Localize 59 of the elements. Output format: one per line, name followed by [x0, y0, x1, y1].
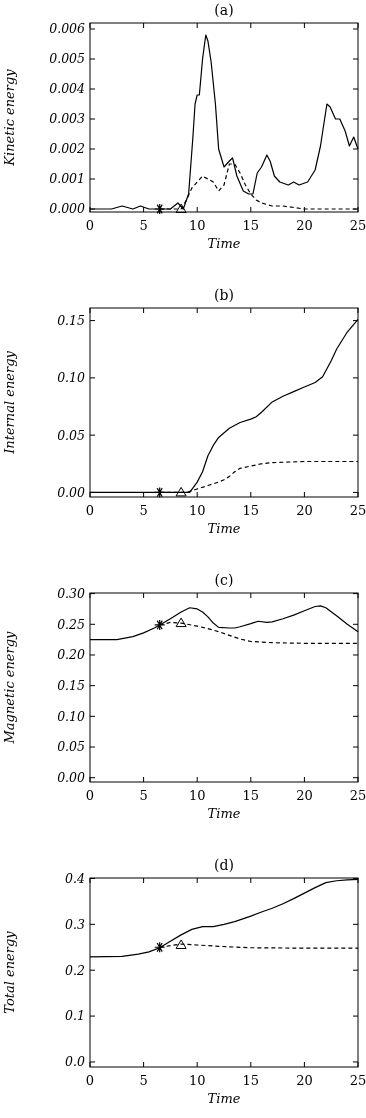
y-tick-label: 0.1 — [65, 1008, 85, 1024]
y-tick-label: 0.15 — [57, 312, 86, 328]
y-tick-label: 0.15 — [57, 678, 86, 694]
x-tick-label: 5 — [139, 788, 148, 803]
y-tick-label: 0.10 — [57, 708, 86, 724]
y-tick-label: 0.30 — [57, 585, 86, 601]
y-tick-label: 0.10 — [57, 370, 86, 386]
y-tick-label: 0.002 — [49, 141, 86, 157]
x-tick-label: 15 — [242, 788, 260, 803]
y-axis-title: Total energy — [2, 930, 17, 1014]
x-axis-title: Time — [207, 806, 241, 821]
x-tick-label: 25 — [349, 218, 366, 233]
y-axis-title: Magnetic energy — [2, 630, 17, 745]
x-tick-label: 5 — [139, 1073, 148, 1088]
y-tick-label: 0.004 — [49, 81, 86, 97]
x-tick-label: 0 — [85, 788, 95, 803]
x-tick-label: 20 — [296, 218, 313, 233]
x-tick-label: 20 — [296, 788, 313, 803]
y-axis-title: Internal energy — [2, 350, 17, 455]
x-tick-label: 10 — [188, 1073, 206, 1088]
x-tick-label: 15 — [242, 218, 260, 233]
x-tick-label: 15 — [242, 1073, 260, 1088]
x-tick-label: 0 — [85, 1073, 95, 1088]
x-tick-label: 0 — [85, 218, 95, 233]
y-tick-label: 0.005 — [49, 51, 86, 67]
x-tick-label: 25 — [349, 788, 366, 803]
x-tick-label: 20 — [296, 503, 313, 518]
chart-title: (c) — [214, 572, 234, 588]
y-tick-label: 0.0 — [65, 1054, 86, 1070]
chart-title: (d) — [214, 857, 234, 873]
x-axis-title: Time — [207, 236, 241, 251]
y-tick-label: 0.00 — [57, 484, 86, 500]
y-tick-label: 0.3 — [65, 916, 86, 932]
y-tick-label: 0.2 — [65, 962, 86, 978]
x-tick-label: 10 — [188, 218, 206, 233]
y-tick-label: 0.4 — [65, 870, 86, 886]
y-tick-label: 0.001 — [49, 171, 85, 187]
y-tick-label: 0.05 — [57, 739, 86, 755]
y-tick-label: 0.000 — [49, 201, 86, 217]
chart-title: (a) — [214, 2, 234, 18]
y-tick-label: 0.20 — [57, 647, 86, 663]
y-tick-label: 0.003 — [49, 111, 86, 127]
x-tick-label: 0 — [85, 503, 95, 518]
x-tick-label: 10 — [188, 503, 206, 518]
y-tick-label: 0.25 — [57, 616, 86, 632]
x-tick-label: 15 — [242, 503, 260, 518]
y-tick-label: 0.05 — [57, 427, 86, 443]
x-tick-label: 20 — [296, 1073, 313, 1088]
x-axis-title: Time — [207, 521, 241, 536]
x-axis-title: Time — [207, 1091, 241, 1106]
x-tick-label: 5 — [139, 503, 148, 518]
y-tick-label: 0.006 — [49, 21, 86, 37]
y-axis-title: Kinetic energy — [2, 68, 17, 167]
x-tick-label: 25 — [349, 503, 366, 518]
x-tick-label: 10 — [188, 788, 206, 803]
chart-title: (b) — [214, 287, 234, 303]
x-tick-label: 25 — [349, 1073, 366, 1088]
y-tick-label: 0.00 — [57, 770, 86, 786]
x-tick-label: 5 — [139, 218, 148, 233]
